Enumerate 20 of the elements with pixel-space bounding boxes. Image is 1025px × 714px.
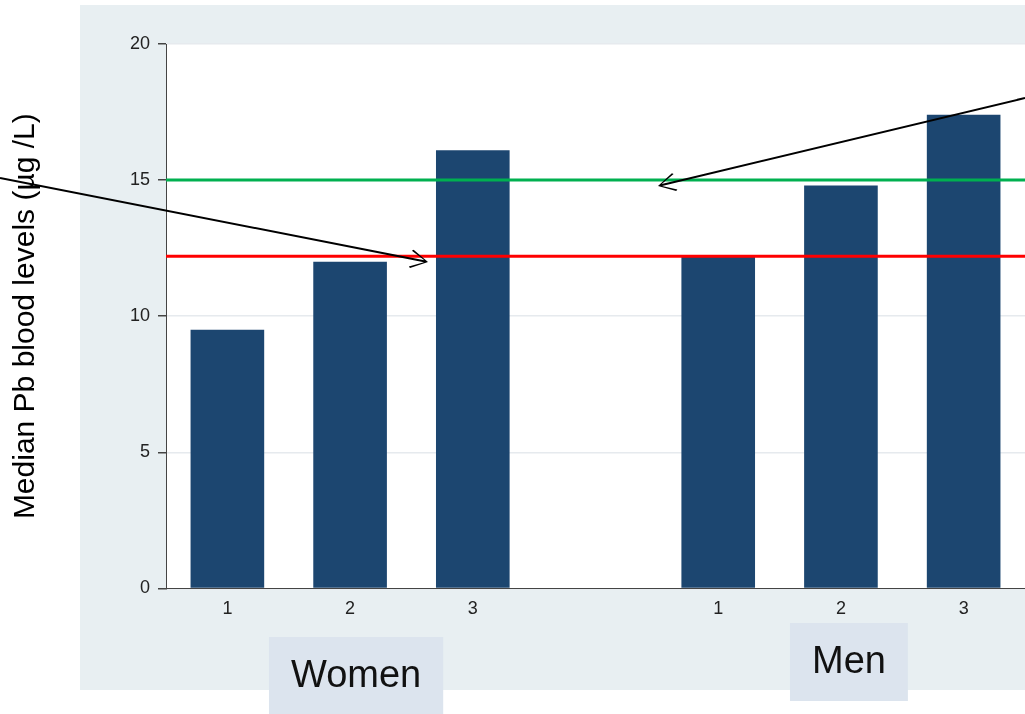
y-tick-label: 0	[140, 577, 151, 598]
y-axis-title: Median Pb blood levels (µg /L)	[7, 113, 41, 520]
bar	[313, 261, 387, 588]
bar	[435, 150, 510, 588]
x-tick-label: 1	[222, 598, 233, 619]
bar	[190, 329, 265, 588]
bar	[926, 114, 1001, 588]
x-tick-label: 3	[467, 598, 478, 619]
x-tick-label: 2	[345, 598, 356, 619]
x-tick-label: 3	[958, 598, 969, 619]
bar	[804, 185, 878, 588]
y-tick-label: 20	[129, 32, 151, 53]
bar	[681, 256, 756, 588]
y-tick-label: 15	[129, 169, 151, 190]
text: Men	[811, 639, 886, 682]
y-tick-label: 10	[129, 305, 151, 326]
text: Women	[290, 653, 422, 696]
y-tick-label: 5	[140, 441, 151, 462]
x-tick-label: 1	[713, 598, 724, 619]
x-tick-label: 2	[835, 598, 846, 619]
